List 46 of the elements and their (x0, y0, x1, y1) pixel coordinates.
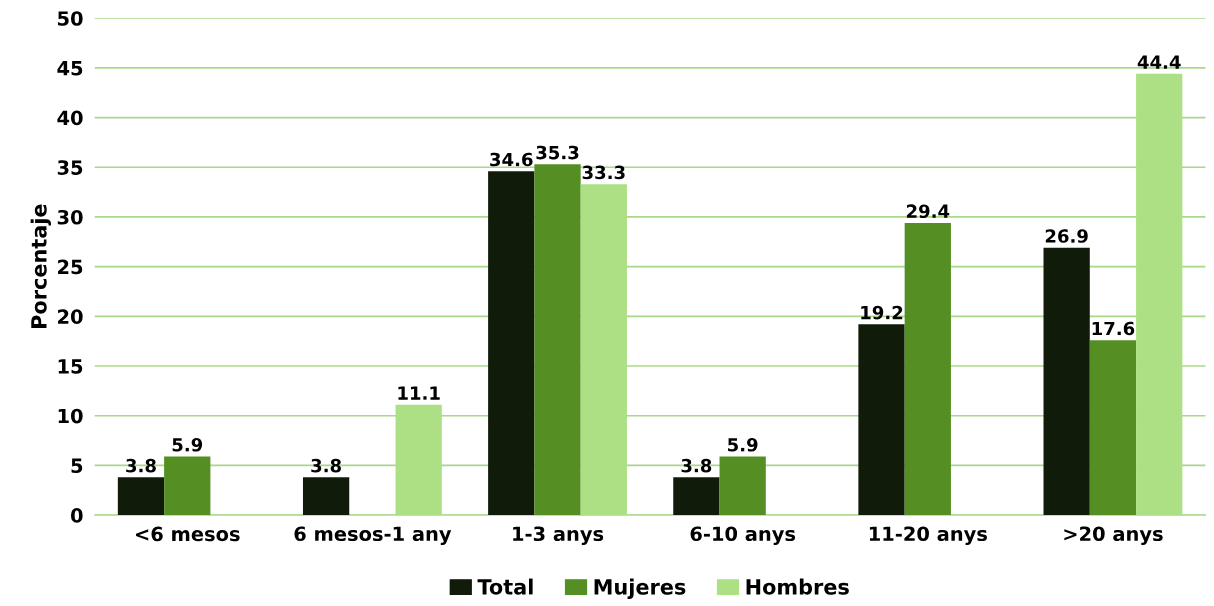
x-tick-label: >20 anys (1064, 526, 1163, 546)
y-tick-label: 50 (58, 11, 83, 26)
data-label: 3.8 (311, 458, 341, 473)
bar (904, 222, 951, 516)
y-tick-label: 45 (57, 61, 83, 76)
data-label: 5.9 (728, 437, 758, 452)
legend-label: Hombres (746, 578, 849, 595)
y-tick-label: 40 (57, 110, 83, 126)
bar (534, 164, 581, 516)
y-axis-title: Porcentaje (30, 204, 51, 328)
data-label: 5.9 (172, 437, 203, 452)
bar (673, 477, 720, 516)
y-tick-label: 10 (58, 408, 83, 424)
data-label: 19.2 (861, 305, 903, 320)
y-tick-label: 20 (58, 309, 83, 324)
bar (719, 456, 766, 516)
data-label: 33.3 (582, 165, 625, 180)
bar (858, 324, 905, 516)
x-tick-label: 1-3 anys (513, 526, 604, 546)
legend-label: Total (477, 578, 533, 595)
data-label: 34.6 (490, 152, 533, 167)
data-label: 44.4 (1137, 55, 1181, 69)
bar (164, 456, 211, 516)
bar (117, 477, 165, 516)
y-tick-label: 25 (58, 259, 83, 275)
legend-label: Mujeres (594, 578, 686, 599)
y-tick-label: 30 (57, 209, 83, 225)
data-label: 3.8 (126, 458, 156, 473)
bar (302, 477, 350, 516)
data-label: 26.9 (1045, 229, 1088, 243)
bar (1089, 340, 1137, 516)
x-tick-label: 11-20 anys (869, 526, 987, 546)
y-tick-label: 35 (57, 160, 83, 175)
data-label: 3.8 (681, 458, 712, 473)
data-label: 11.1 (398, 386, 440, 400)
y-tick-label: 0 (70, 508, 83, 523)
bar (1043, 247, 1090, 516)
data-label: 17.6 (1092, 321, 1135, 336)
x-tick-label: 6-10 anys (690, 526, 796, 546)
y-tick-label: 5 (71, 458, 83, 474)
data-label: 29.4 (906, 204, 950, 219)
y-tick-label: 15 (58, 359, 83, 374)
x-tick-label: 6 mesos-1 any (294, 526, 452, 546)
data-label: 35.3 (536, 145, 579, 160)
bar (488, 171, 535, 516)
x-tick-label: <6 mesos (136, 526, 240, 542)
